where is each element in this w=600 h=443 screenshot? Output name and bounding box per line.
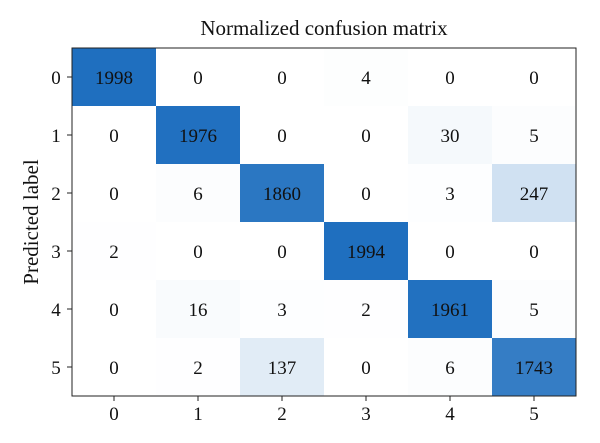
heatmap-cell-3-4 <box>408 222 493 281</box>
cell-value-label-3-1: 0 <box>193 242 203 263</box>
x-tick-label-2: 2 <box>277 404 287 425</box>
heatmap-cell-5-1 <box>156 338 241 397</box>
heatmap-cell-0-4 <box>408 48 493 107</box>
heatmap-cell-3-0 <box>72 222 157 281</box>
y-tick-label-3: 3 <box>51 242 61 263</box>
cell-value-label-4-5: 5 <box>529 300 539 321</box>
heatmap-cell-1-1 <box>156 106 241 165</box>
heatmap-cell-0-5 <box>492 48 577 107</box>
heatmap-cell-1-5 <box>492 106 577 165</box>
cell-value-label-0-5: 0 <box>529 68 539 89</box>
heatmap-cell-3-5 <box>492 222 577 281</box>
cell-value-label-5-4: 6 <box>445 358 455 379</box>
heatmap-cell-5-2 <box>240 338 325 397</box>
cell-value-label-4-0: 0 <box>109 300 119 321</box>
cell-value-label-5-0: 0 <box>109 358 119 379</box>
cell-value-label-0-2: 0 <box>277 68 287 89</box>
cell-value-label-5-5: 1743 <box>515 358 553 379</box>
heatmap-cell-4-1 <box>156 280 241 339</box>
chart-title: Normalized confusion matrix <box>200 16 448 40</box>
heatmap-cell-0-3 <box>324 48 409 107</box>
heatmap-cell-2-4 <box>408 164 493 223</box>
heatmap-cell-1-0 <box>72 106 157 165</box>
heatmap-cell-3-2 <box>240 222 325 281</box>
cell-value-label-1-3: 0 <box>361 126 371 147</box>
axis-ticks: 0 1 2 3 4 5 0 1 2 3 4 5 <box>51 68 539 425</box>
cell-value-label-0-1: 0 <box>193 68 203 89</box>
cell-value-label-0-0: 1998 <box>95 68 133 89</box>
x-tick-label-0: 0 <box>109 404 119 425</box>
cell-value-label-4-1: 16 <box>189 300 208 321</box>
heatmap-cell-4-0 <box>72 280 157 339</box>
heatmap-cell-2-5 <box>492 164 577 223</box>
x-tick-label-3: 3 <box>361 404 371 425</box>
heatmap-cell-4-4 <box>408 280 493 339</box>
cell-value-label-4-3: 2 <box>361 300 371 321</box>
cell-value-label-1-0: 0 <box>109 126 119 147</box>
cell-value-label-2-2: 1860 <box>263 184 301 205</box>
cell-value-label-3-2: 0 <box>277 242 287 263</box>
y-axis-label: Predicted label <box>19 159 43 285</box>
y-tick-label-1: 1 <box>51 126 61 147</box>
y-tick-label-0: 0 <box>51 68 61 89</box>
cell-value-label-5-3: 0 <box>361 358 371 379</box>
cell-value-label-4-2: 3 <box>277 300 287 321</box>
heatmap-cell-2-1 <box>156 164 241 223</box>
cell-value-label-1-5: 5 <box>529 126 539 147</box>
heatmap-cell-5-3 <box>324 338 409 397</box>
cell-value-label-0-3: 4 <box>361 68 371 89</box>
cell-value-label-3-0: 2 <box>109 242 119 263</box>
cell-value-label-5-1: 2 <box>193 358 203 379</box>
heatmap-cell-0-0 <box>72 48 157 107</box>
x-tick-label-5: 5 <box>529 404 539 425</box>
y-tick-label-2: 2 <box>51 184 61 205</box>
cell-value-label-2-1: 6 <box>193 184 203 205</box>
heatmap-cell-2-2 <box>240 164 325 223</box>
cell-value-label-2-5: 247 <box>520 184 549 205</box>
heatmap-cell-3-3 <box>324 222 409 281</box>
cell-value-label-1-2: 0 <box>277 126 287 147</box>
cell-value-label-5-2: 137 <box>268 358 297 379</box>
heatmap-cell-4-3 <box>324 280 409 339</box>
y-tick-label-5: 5 <box>51 358 61 379</box>
cell-value-label-2-0: 0 <box>109 184 119 205</box>
heatmap-cell-2-0 <box>72 164 157 223</box>
heatmap-cell-4-5 <box>492 280 577 339</box>
heatmap-cell-5-4 <box>408 338 493 397</box>
heatmap-cell-1-4 <box>408 106 493 165</box>
cell-value-label-1-4: 30 <box>441 126 460 147</box>
y-tick-label-4: 4 <box>51 300 61 321</box>
heatmap-cell-2-3 <box>324 164 409 223</box>
cell-value-label-2-4: 3 <box>445 184 455 205</box>
x-tick-label-1: 1 <box>193 404 203 425</box>
cell-value-label-1-1: 1976 <box>179 126 217 147</box>
heatmap-cell-1-3 <box>324 106 409 165</box>
heatmap-cell-5-0 <box>72 338 157 397</box>
heatmap-cell-5-5 <box>492 338 577 397</box>
cell-value-label-4-4: 1961 <box>431 300 469 321</box>
x-tick-label-4: 4 <box>445 404 455 425</box>
heatmap-cell-0-1 <box>156 48 241 107</box>
cell-value-label-0-4: 0 <box>445 68 455 89</box>
heatmap-cell-1-2 <box>240 106 325 165</box>
heatmap-cell-4-2 <box>240 280 325 339</box>
heatmap-cell-0-2 <box>240 48 325 107</box>
cell-value-label-3-3: 1994 <box>347 242 386 263</box>
cell-value-label-3-5: 0 <box>529 242 539 263</box>
cell-value-label-2-3: 0 <box>361 184 371 205</box>
heatmap-cell-3-1 <box>156 222 241 281</box>
cell-value-label-3-4: 0 <box>445 242 455 263</box>
plot-frame <box>71 47 577 397</box>
